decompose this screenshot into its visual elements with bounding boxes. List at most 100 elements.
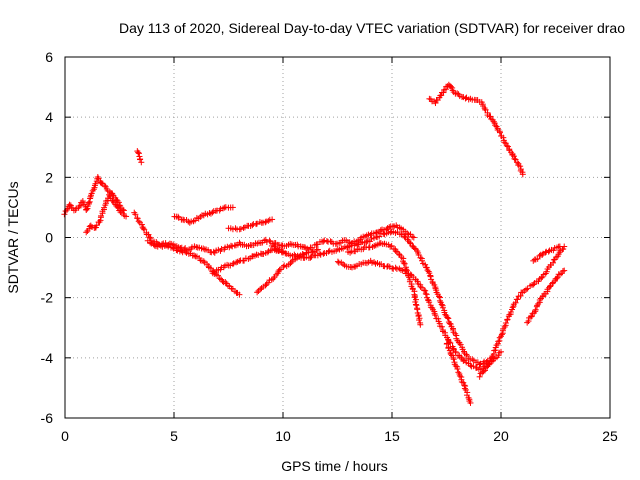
data-point xyxy=(115,204,122,211)
data-point xyxy=(262,219,269,226)
data-point xyxy=(137,156,144,163)
data-point xyxy=(392,247,399,254)
data-marks xyxy=(61,81,568,406)
data-point xyxy=(414,306,421,313)
data-point xyxy=(134,215,141,222)
data-point xyxy=(426,299,433,306)
data-point xyxy=(173,246,180,253)
data-point xyxy=(432,312,439,319)
data-point xyxy=(114,204,121,211)
data-point xyxy=(532,306,539,313)
data-point xyxy=(314,246,321,253)
data-point xyxy=(175,213,182,220)
data-point xyxy=(456,372,463,379)
data-point xyxy=(281,262,288,269)
data-point xyxy=(165,243,172,250)
data-point xyxy=(413,302,420,309)
data-point xyxy=(186,219,193,226)
data-point xyxy=(436,297,443,304)
y-tick-label: -6 xyxy=(41,410,54,426)
x-tick-label: 5 xyxy=(170,428,178,444)
data-point xyxy=(145,231,152,238)
data-point xyxy=(182,248,189,255)
data-point xyxy=(321,237,328,244)
data-point xyxy=(417,283,424,290)
data-point xyxy=(536,252,543,259)
data-point xyxy=(411,245,418,252)
data-point xyxy=(237,225,244,232)
data-point xyxy=(392,264,399,271)
data-point xyxy=(191,252,198,259)
data-point xyxy=(135,218,142,225)
data-point xyxy=(487,113,494,120)
y-tick-label: -2 xyxy=(41,290,54,306)
data-point xyxy=(287,260,294,267)
data-point xyxy=(530,281,537,288)
data-point xyxy=(209,209,216,216)
data-point xyxy=(457,341,464,348)
data-point xyxy=(476,361,483,368)
data-point xyxy=(461,385,468,392)
data-point xyxy=(278,248,285,255)
data-point xyxy=(402,266,409,273)
data-point xyxy=(427,273,434,280)
data-point xyxy=(435,315,442,322)
data-point xyxy=(495,352,502,359)
data-point xyxy=(406,274,413,281)
data-point xyxy=(206,210,213,217)
data-point xyxy=(463,351,470,358)
data-point xyxy=(88,190,95,197)
data-point xyxy=(158,241,165,248)
data-point xyxy=(66,201,73,208)
data-point xyxy=(463,392,470,399)
data-point xyxy=(432,285,439,292)
data-point xyxy=(438,301,445,308)
data-point xyxy=(92,180,99,187)
data-point xyxy=(527,313,534,320)
data-point xyxy=(406,239,413,246)
y-tick-label: 2 xyxy=(45,169,53,185)
data-point xyxy=(549,280,556,287)
data-point xyxy=(498,331,505,338)
data-point xyxy=(514,296,521,303)
data-point xyxy=(481,367,488,374)
data-point xyxy=(87,222,94,229)
data-point xyxy=(447,83,454,90)
data-point xyxy=(443,340,450,347)
data-point xyxy=(307,254,314,261)
data-point xyxy=(410,234,417,241)
data-point xyxy=(509,304,516,311)
data-point xyxy=(501,139,508,146)
data-point xyxy=(106,191,113,198)
data-point xyxy=(418,257,425,264)
data-point xyxy=(344,244,351,251)
data-point xyxy=(85,199,92,206)
data-point xyxy=(422,287,429,294)
data-point xyxy=(490,118,497,125)
data-point xyxy=(291,251,298,258)
data-point xyxy=(219,278,226,285)
data-point xyxy=(465,394,472,401)
data-point xyxy=(138,159,145,166)
data-point xyxy=(303,254,310,261)
x-tick-label: 15 xyxy=(384,428,400,444)
data-point xyxy=(401,233,408,240)
data-point xyxy=(428,276,435,283)
data-point xyxy=(467,362,474,369)
data-point xyxy=(253,221,260,228)
data-point xyxy=(417,321,424,328)
data-point xyxy=(543,268,550,275)
x-tick-label: 20 xyxy=(493,428,509,444)
data-point xyxy=(461,382,468,389)
data-point xyxy=(400,259,407,266)
data-point xyxy=(169,244,176,251)
data-point xyxy=(412,298,419,305)
data-point xyxy=(445,315,452,322)
data-point xyxy=(485,361,492,368)
y-tick-label: -4 xyxy=(41,350,54,366)
data-point xyxy=(438,323,445,330)
data-point xyxy=(320,250,327,257)
data-point xyxy=(263,281,270,288)
data-point xyxy=(447,351,454,358)
data-point xyxy=(432,100,439,107)
